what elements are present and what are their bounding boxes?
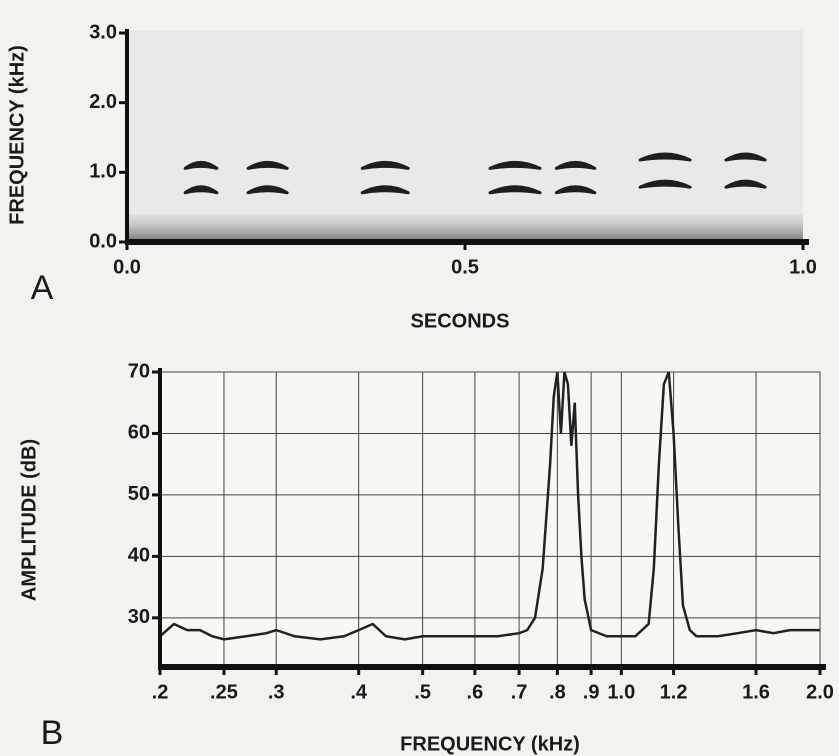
x-tick-label: .8 (549, 681, 566, 703)
note-band (554, 160, 597, 170)
plot-background (159, 371, 821, 668)
note-band (724, 179, 767, 189)
y-tick-label: 0.0 (89, 230, 117, 252)
x-tick-label: .6 (467, 681, 484, 703)
note-band (246, 160, 289, 170)
x-tick-label: 0.5 (451, 256, 479, 278)
y-axis-label: FREQUENCY (kHz) (6, 45, 28, 225)
y-tick-label: 2.0 (89, 91, 117, 113)
x-axis-label: SECONDS (411, 310, 510, 332)
x-tick-label: .2 (152, 681, 169, 703)
x-tick-label: 1.0 (607, 681, 635, 703)
y-tick-label: 60 (128, 422, 150, 444)
x-axis-label: FREQUENCY (kHz) (400, 733, 580, 755)
note-band (183, 160, 219, 170)
spectrogram-background (127, 30, 803, 242)
note-band (724, 152, 767, 162)
y-tick-label: 3.0 (89, 21, 117, 43)
note-band (488, 160, 542, 170)
spectrum-line (159, 371, 820, 641)
x-tick-label: .25 (210, 681, 238, 703)
x-tick-label: .3 (268, 681, 285, 703)
x-tick-label: 2.0 (806, 681, 834, 703)
x-tick-label: .9 (583, 681, 600, 703)
y-tick-label: 40 (128, 545, 150, 567)
note-band (488, 185, 542, 195)
note-band (638, 179, 692, 189)
panel-label: B (41, 714, 64, 752)
y-axis-label: AMPLITUDE (dB) (18, 439, 40, 601)
note-band (183, 185, 219, 195)
x-tick-label: .4 (350, 681, 368, 703)
background-noise (127, 214, 803, 242)
y-tick-label: 50 (128, 483, 150, 505)
note-band (638, 152, 692, 162)
note-band (360, 185, 410, 195)
y-tick-label: 30 (128, 606, 150, 628)
x-tick-label: 1.0 (789, 256, 817, 278)
x-tick-label: 1.2 (660, 681, 688, 703)
note-band (246, 185, 289, 195)
y-tick-label: 70 (128, 360, 150, 382)
x-tick-label: .5 (414, 681, 431, 703)
x-tick-label: 1.6 (742, 681, 770, 703)
note-band (554, 185, 597, 195)
panel-label: A (31, 269, 54, 307)
x-tick-label: .7 (511, 681, 528, 703)
x-tick-label: 0.0 (113, 256, 141, 278)
note-band (360, 160, 410, 170)
y-tick-label: 1.0 (89, 161, 117, 183)
